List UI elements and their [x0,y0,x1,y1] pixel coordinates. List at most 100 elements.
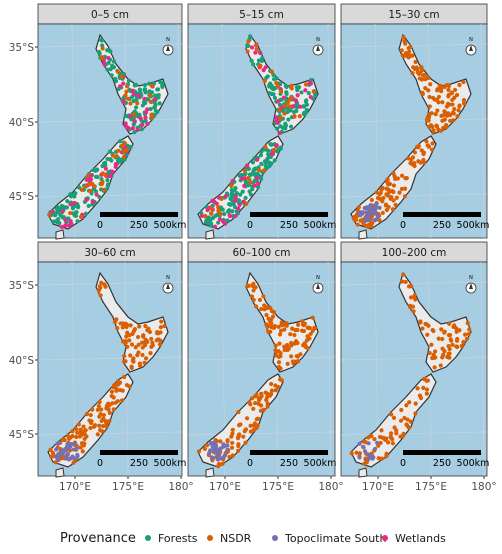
site-point [447,355,452,360]
site-point [285,100,290,106]
site-point [56,440,62,446]
site-point [384,451,389,456]
site-point [126,78,131,83]
site-point [124,324,129,330]
panel-title: 0–5 cm [91,9,129,21]
site-point [238,422,243,427]
scale-label: 500km [457,220,490,231]
site-point [119,158,124,163]
site-point [257,167,262,173]
site-point [75,430,80,435]
site-point [442,330,447,335]
site-point [96,403,101,409]
site-point [139,127,144,132]
site-point [289,343,294,348]
site-point [216,220,221,225]
site-point [450,102,455,107]
site-point [294,108,299,114]
site-point [269,381,274,387]
site-point [390,207,396,212]
site-point [300,328,305,333]
site-point [252,183,257,188]
site-point [356,205,361,210]
graticule [37,118,183,123]
site-point [416,159,421,164]
site-point [236,198,241,203]
site-point [250,160,256,165]
graticule [187,193,336,198]
site-point [132,118,137,124]
site-point [131,359,136,364]
site-point [248,423,253,428]
site-point [229,445,235,450]
site-point [303,88,308,93]
site-point [114,154,119,159]
x-axis-label: 175°E [415,481,447,493]
site-point [107,418,112,424]
site-point [398,418,404,423]
site-point [262,159,268,164]
site-point [263,163,268,168]
site-point [76,422,81,427]
site-point [233,213,238,218]
site-point [63,446,68,452]
site-point [111,59,117,64]
site-point [125,147,130,152]
site-point [157,342,162,347]
panel: 15–30 cm 0 250 500km N [340,3,490,240]
site-point [426,323,431,328]
site-point [99,38,105,43]
scale-label: 500km [304,458,337,469]
site-point [121,99,126,105]
site-point [79,441,85,446]
site-point [308,81,314,86]
site-point [142,87,148,92]
site-point [114,162,119,167]
site-point [412,150,418,155]
site-point [254,417,259,422]
site-point [409,157,414,162]
site-point [243,195,248,201]
site-point [384,186,389,191]
site-point [105,182,111,187]
site-point [425,332,430,337]
site-point [133,105,139,110]
scale-label: 0 [97,458,103,469]
site-point [78,427,83,432]
site-point [121,322,126,327]
site-point [128,113,133,118]
panel-title: 30–60 cm [84,247,135,259]
site-point [122,374,127,380]
site-point [74,446,80,451]
site-point [158,338,163,343]
site-point [260,55,265,61]
site-point [96,288,101,293]
site-point [440,336,445,342]
site-point [215,456,220,462]
site-point [84,177,89,182]
site-point [153,102,158,107]
site-point [381,195,386,201]
site-point [71,192,76,197]
site-point [266,316,271,321]
map: 0 250 500km N [37,23,186,240]
site-point [135,334,141,340]
site-point [275,84,280,89]
site-point [363,215,369,221]
site-point [236,206,241,211]
site-point [446,87,451,92]
site-point [424,391,429,396]
site-point [257,297,263,302]
site-point [278,351,283,356]
site-point [245,182,251,187]
site-point [261,294,266,299]
site-point [282,344,287,349]
site-point [256,398,262,403]
site-point [366,441,371,446]
site-point [103,172,108,178]
site-point [379,428,384,433]
site-point [95,407,100,412]
legend-key [382,535,388,541]
site-point [255,423,260,428]
site-point [90,199,96,205]
